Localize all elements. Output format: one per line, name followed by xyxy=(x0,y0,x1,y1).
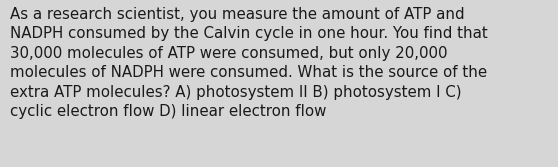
Text: As a research scientist, you measure the amount of ATP and
NADPH consumed by the: As a research scientist, you measure the… xyxy=(10,7,488,119)
